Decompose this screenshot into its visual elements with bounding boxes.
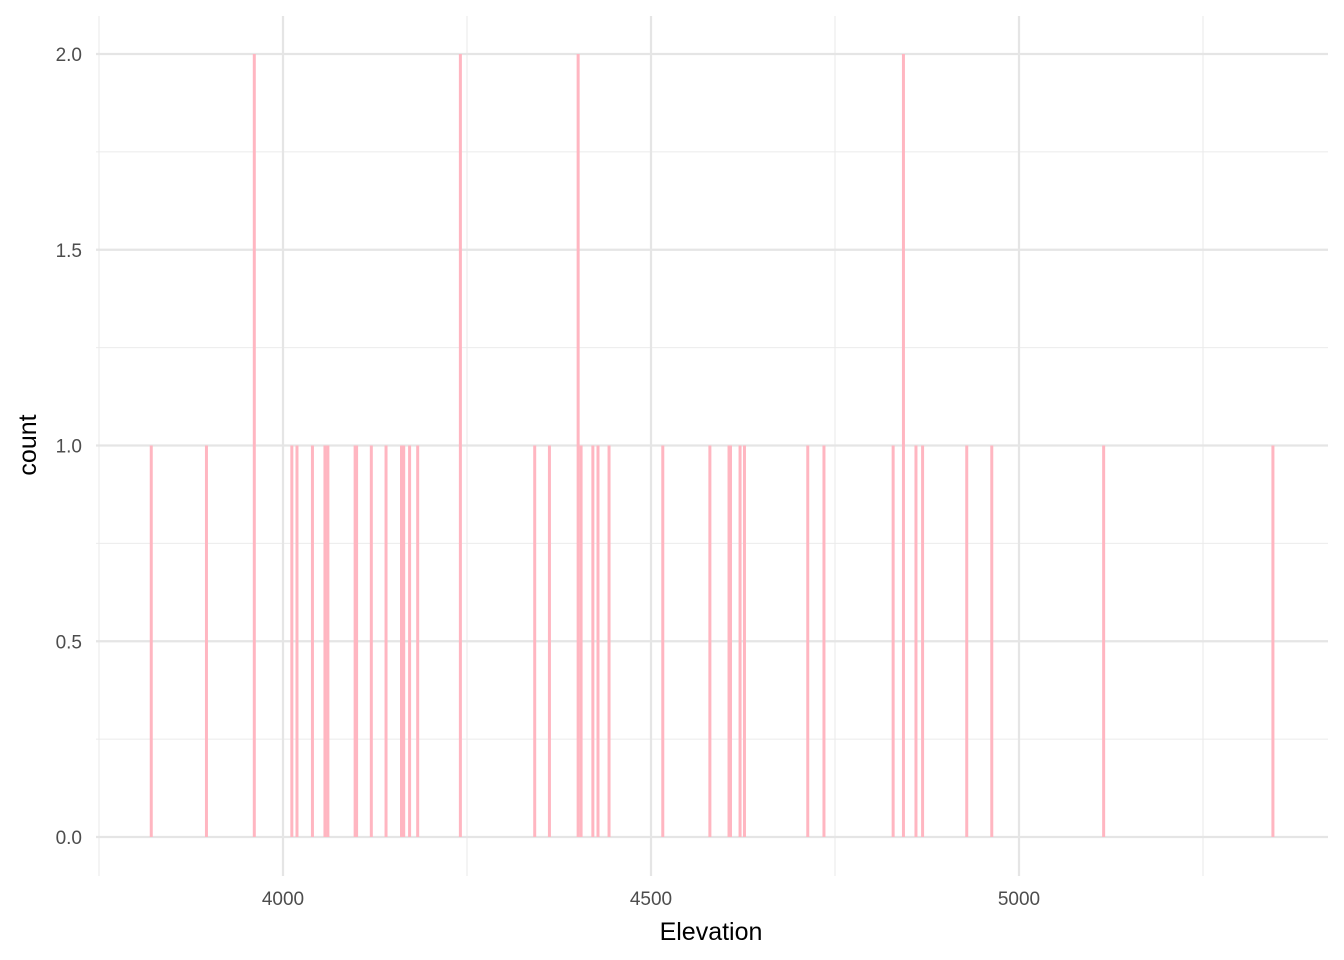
x-tick-label: 4000	[262, 889, 304, 910]
bar	[310, 445, 314, 837]
bar	[891, 445, 895, 837]
bar	[547, 445, 551, 837]
bar	[1271, 445, 1275, 837]
x-tick-label: 4500	[630, 889, 672, 910]
bar	[1102, 445, 1106, 837]
bar	[458, 54, 462, 837]
bar	[901, 54, 905, 837]
y-tick-label: 0.0	[56, 828, 82, 849]
bar	[402, 445, 406, 837]
bar	[965, 445, 969, 837]
bar	[738, 445, 742, 837]
bars	[149, 54, 1275, 837]
bar	[323, 445, 327, 837]
bar	[369, 445, 373, 837]
bar	[806, 445, 810, 837]
bar	[384, 445, 388, 837]
bar	[149, 445, 153, 837]
bar	[661, 445, 665, 837]
bar	[290, 445, 294, 837]
bar	[399, 445, 403, 837]
bar	[204, 445, 208, 837]
y-axis-tick-labels: 0.0 0.5 1.0 1.5 2.0	[56, 45, 82, 849]
bar	[990, 445, 994, 837]
y-tick-label: 1.0	[56, 437, 82, 458]
bar	[408, 445, 412, 837]
bar	[914, 445, 918, 837]
bar	[742, 445, 746, 837]
bar	[591, 445, 595, 837]
y-tick-label: 1.5	[56, 241, 82, 262]
y-axis-title: count	[14, 414, 42, 475]
bar	[579, 445, 583, 837]
bar	[822, 445, 826, 837]
bar	[728, 445, 732, 837]
bar	[355, 445, 359, 837]
bar	[607, 445, 611, 837]
bar	[326, 445, 330, 837]
bar	[295, 445, 299, 837]
minor-gridlines	[96, 16, 1328, 876]
bar	[416, 445, 420, 837]
bar	[252, 54, 256, 837]
bar	[921, 445, 925, 837]
x-axis-title: Elevation	[660, 918, 763, 946]
y-tick-label: 0.5	[56, 632, 82, 653]
bar	[576, 54, 580, 837]
major-gridlines	[96, 16, 1328, 876]
y-tick-label: 2.0	[56, 45, 82, 66]
bar	[533, 445, 537, 837]
bar	[596, 445, 600, 837]
x-axis-tick-labels: 4000 4500 5000	[262, 889, 1040, 910]
x-tick-label: 5000	[998, 889, 1040, 910]
bar	[708, 445, 712, 837]
